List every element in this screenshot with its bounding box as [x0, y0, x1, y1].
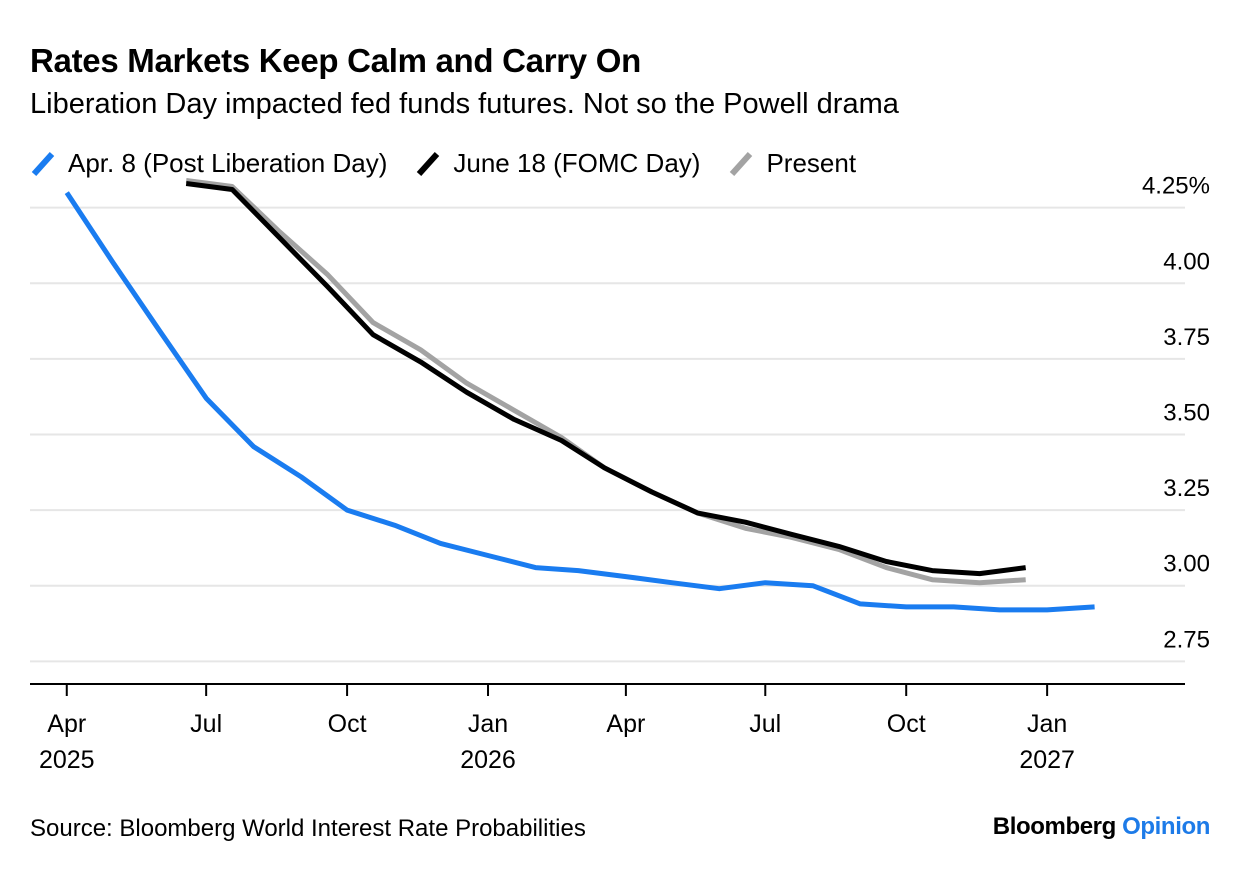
- legend-swatch-apr8: [31, 151, 55, 176]
- y-tick-label: 4.25%: [1142, 173, 1210, 200]
- x-tick-label: Jan: [1027, 710, 1067, 738]
- x-tick-label: Jan: [468, 710, 508, 738]
- y-tick-label: 3.75: [1163, 324, 1210, 351]
- legend-item-june18: June 18 (FOMC Day): [415, 148, 700, 179]
- series-line-apr8: [64, 191, 1095, 613]
- y-tick-label: 3.50: [1163, 400, 1210, 427]
- legend-swatch-june18: [417, 151, 440, 176]
- brand-accent: Opinion: [1122, 813, 1210, 840]
- x-tick-label: Apr: [47, 710, 86, 738]
- chart-title: Rates Markets Keep Calm and Carry On: [30, 42, 641, 79]
- legend-label-june18: June 18 (FOMC Day): [453, 148, 701, 178]
- brand-name: Bloomberg: [992, 813, 1116, 840]
- legend-item-apr8: Apr. 8 (Post Liberation Day): [30, 148, 387, 179]
- legend-label-present: Present: [766, 148, 857, 178]
- y-tick-label: 3.00: [1163, 551, 1210, 578]
- y-tick-label: 3.25: [1163, 475, 1210, 502]
- x-tick-year-label: 2026: [460, 746, 516, 774]
- x-tick-year-label: 2025: [39, 746, 95, 774]
- source-note: Source: Bloomberg World Interest Rate Pr…: [30, 815, 586, 842]
- series-line-june18: [185, 181, 1027, 577]
- x-tick-year-label: 2027: [1019, 746, 1075, 774]
- x-tick-label: Jul: [749, 710, 781, 738]
- y-tick-label: 4.00: [1163, 248, 1210, 275]
- legend-label-apr8: Apr. 8 (Post Liberation Day): [68, 148, 388, 178]
- y-tick-label: 2.75: [1163, 626, 1210, 653]
- x-tick-label: Oct: [328, 710, 367, 738]
- legend-swatch-present: [730, 151, 753, 176]
- chart-subtitle: Liberation Day impacted fed funds future…: [30, 88, 899, 120]
- brand-logo: Bloomberg Opinion: [992, 813, 1211, 841]
- x-tick-label: Apr: [606, 710, 645, 738]
- chart-legend: Apr. 8 (Post Liberation Day) June 18 (FO…: [30, 148, 884, 179]
- x-tick-label: Oct: [887, 710, 926, 738]
- legend-item-present: Present: [728, 148, 856, 179]
- x-tick-label: Jul: [190, 710, 222, 738]
- series-line-present: [185, 178, 1026, 586]
